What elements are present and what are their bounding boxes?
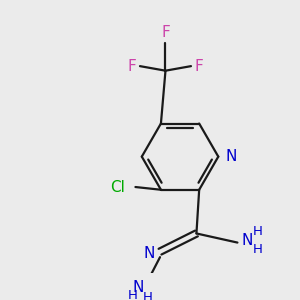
Text: H: H [128, 289, 138, 300]
Text: F: F [195, 58, 203, 74]
Text: F: F [161, 25, 170, 40]
Text: Cl: Cl [110, 179, 124, 194]
Text: N: N [226, 149, 237, 164]
Text: F: F [128, 58, 136, 74]
Text: N: N [143, 246, 154, 261]
Text: H: H [253, 243, 262, 256]
Text: N: N [132, 280, 144, 295]
Text: H: H [253, 225, 262, 238]
Text: N: N [242, 233, 253, 248]
Text: H: H [143, 291, 153, 300]
